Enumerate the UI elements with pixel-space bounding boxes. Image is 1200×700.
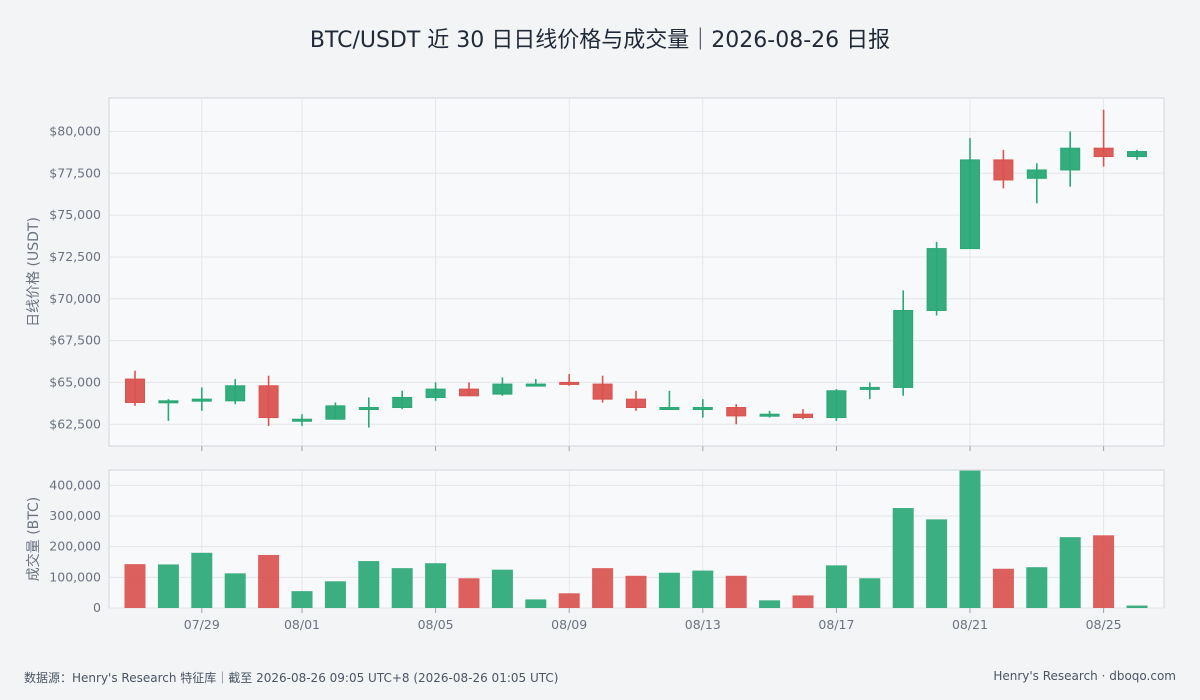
volume-bar [892, 508, 914, 608]
candle-body [559, 381, 580, 385]
y-tick-label: $70,000 [49, 291, 101, 306]
x-tick-label: 08/13 [685, 617, 721, 632]
x-tick-label: 08/05 [418, 617, 454, 632]
candle-body [425, 388, 446, 398]
y-tick-label: $67,500 [49, 333, 101, 348]
candle-body [759, 413, 780, 417]
candle-body [926, 248, 947, 311]
candle-body [726, 407, 747, 417]
volume-bar [692, 570, 714, 608]
candle-body [859, 386, 880, 390]
candle-body [1060, 147, 1081, 171]
chart-title: BTC/USDT 近 30 日日线价格与成交量｜2026-08-26 日报 [309, 28, 891, 53]
volume-bar [759, 600, 781, 608]
candle-body [191, 398, 212, 402]
volume-bar [291, 591, 313, 608]
candle-body [1026, 169, 1047, 179]
candle-body [325, 405, 346, 420]
volume-bar [825, 565, 847, 608]
plot-area [108, 97, 1165, 447]
candle-body [392, 396, 413, 409]
y-tick-label: 100,000 [49, 569, 101, 584]
volume-bar [926, 519, 948, 608]
volume-bar [491, 569, 513, 608]
volume-bar [124, 564, 146, 608]
candle-body [292, 418, 312, 422]
volume-bar [558, 593, 580, 608]
candle-body [125, 378, 145, 404]
volume-bar [191, 552, 213, 608]
candle-body [692, 407, 713, 411]
x-tick-label: 08/09 [551, 617, 587, 632]
x-tick-label: 08/17 [818, 617, 854, 632]
candle-body [659, 407, 680, 411]
volume-panel: 0 100,000 200,000 300,000 400,000 成交量 (BTC) 07… [25, 469, 1165, 632]
y-tick-label: 200,000 [49, 539, 101, 554]
candle-body [1127, 151, 1147, 158]
y-axis-label: 成交量 (BTC) [25, 497, 42, 582]
volume-bar [391, 568, 413, 608]
volume-bar [224, 573, 246, 608]
y-tick-label: 300,000 [49, 508, 101, 523]
price-panel: $62,500 $65,000 $67,500 $70,000 $72,500 $75,0… [26, 97, 1165, 451]
x-tick-label: 08/25 [1086, 617, 1122, 632]
y-tick-label: $72,500 [49, 249, 101, 264]
x-tick-label: 08/21 [952, 617, 988, 632]
candle-body [893, 309, 914, 388]
volume-bar [992, 568, 1014, 608]
candle-body [993, 159, 1014, 181]
volume-bar [1026, 567, 1048, 608]
volume-bar [1093, 535, 1115, 608]
candle-body [492, 383, 513, 395]
candle-body [1093, 147, 1114, 158]
volume-bar [592, 568, 614, 608]
y-tick-label: 0 [93, 600, 101, 615]
candle-body [626, 398, 646, 409]
y-tick-label: $77,500 [49, 165, 101, 180]
x-tick-label: 07/29 [184, 617, 220, 632]
volume-bar [358, 561, 380, 608]
data-source-note: 数据源：Henry's Research 特征库｜截至 2026-08-26 0… [24, 671, 559, 685]
candle-body [158, 400, 179, 404]
volume-bar [258, 554, 280, 608]
y-tick-label: $80,000 [49, 123, 101, 138]
candle-body [258, 385, 279, 419]
candle-body [826, 390, 847, 419]
volume-bar [425, 563, 447, 608]
y-tick-label: 400,000 [49, 477, 101, 492]
candle-body [793, 413, 813, 419]
volume-bar [625, 575, 647, 608]
y-tick-label: $75,000 [49, 207, 101, 222]
brand-credit: Henry's Research · dboqo.com [993, 669, 1176, 683]
volume-bar [324, 581, 346, 608]
candle-body [459, 388, 479, 397]
volume-bar [458, 578, 480, 608]
volume-bar [525, 599, 547, 608]
volume-bar [1126, 605, 1148, 608]
volume-bar [1059, 537, 1081, 608]
volume-bar [658, 572, 680, 608]
x-tick-label: 08/01 [284, 617, 320, 632]
y-axis-label: 日线价格 (USDT) [26, 217, 42, 327]
candle-body [358, 407, 379, 411]
volume-bar [725, 575, 747, 608]
candle-body [225, 385, 246, 402]
candle-body [592, 383, 613, 400]
candle-body [525, 383, 546, 387]
volume-bar [157, 564, 179, 608]
volume-bar [859, 578, 881, 608]
volume-bar [959, 470, 981, 608]
y-tick-label: $65,000 [49, 374, 101, 389]
volume-bar [792, 595, 814, 608]
candle-body [960, 159, 980, 250]
y-tick-label: $62,500 [49, 416, 101, 431]
